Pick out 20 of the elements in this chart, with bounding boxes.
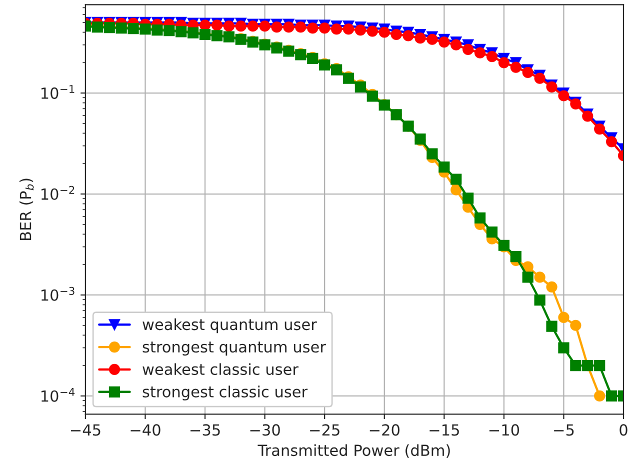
x-tick-label: 0 [620, 424, 628, 436]
x-tick-label: −15 [430, 424, 459, 436]
y-tick-label: 10$^{−3}$ [42, 286, 74, 301]
legend-label: weakest classic user [142, 363, 298, 376]
legend-label: weakest quantum user [142, 318, 317, 334]
x-tick-label: −20 [370, 424, 400, 436]
x-tick-label: −5 [554, 424, 574, 436]
legend-label: strongest quantum user [142, 342, 326, 356]
x-tick-label: −30 [250, 424, 280, 436]
y-tick-label: 10$^{−2}$ [42, 186, 74, 200]
x-tick-label: −40 [130, 424, 160, 436]
x-tick-label: −45 [70, 424, 100, 436]
y-tick-label: 10$^{−4}$ [42, 388, 75, 402]
x-tick-label: −25 [310, 424, 340, 436]
legend-label: strongest classic user [142, 386, 308, 400]
x-tick-label: −10 [489, 424, 520, 436]
y-tick-label: 10$^{−1}$ [42, 85, 74, 99]
y-axis-title: BER (P$_{b}$) [19, 178, 34, 240]
x-axis-title: Transmitted Power (dBm) [258, 444, 450, 458]
x-tick-label: −35 [190, 424, 220, 436]
